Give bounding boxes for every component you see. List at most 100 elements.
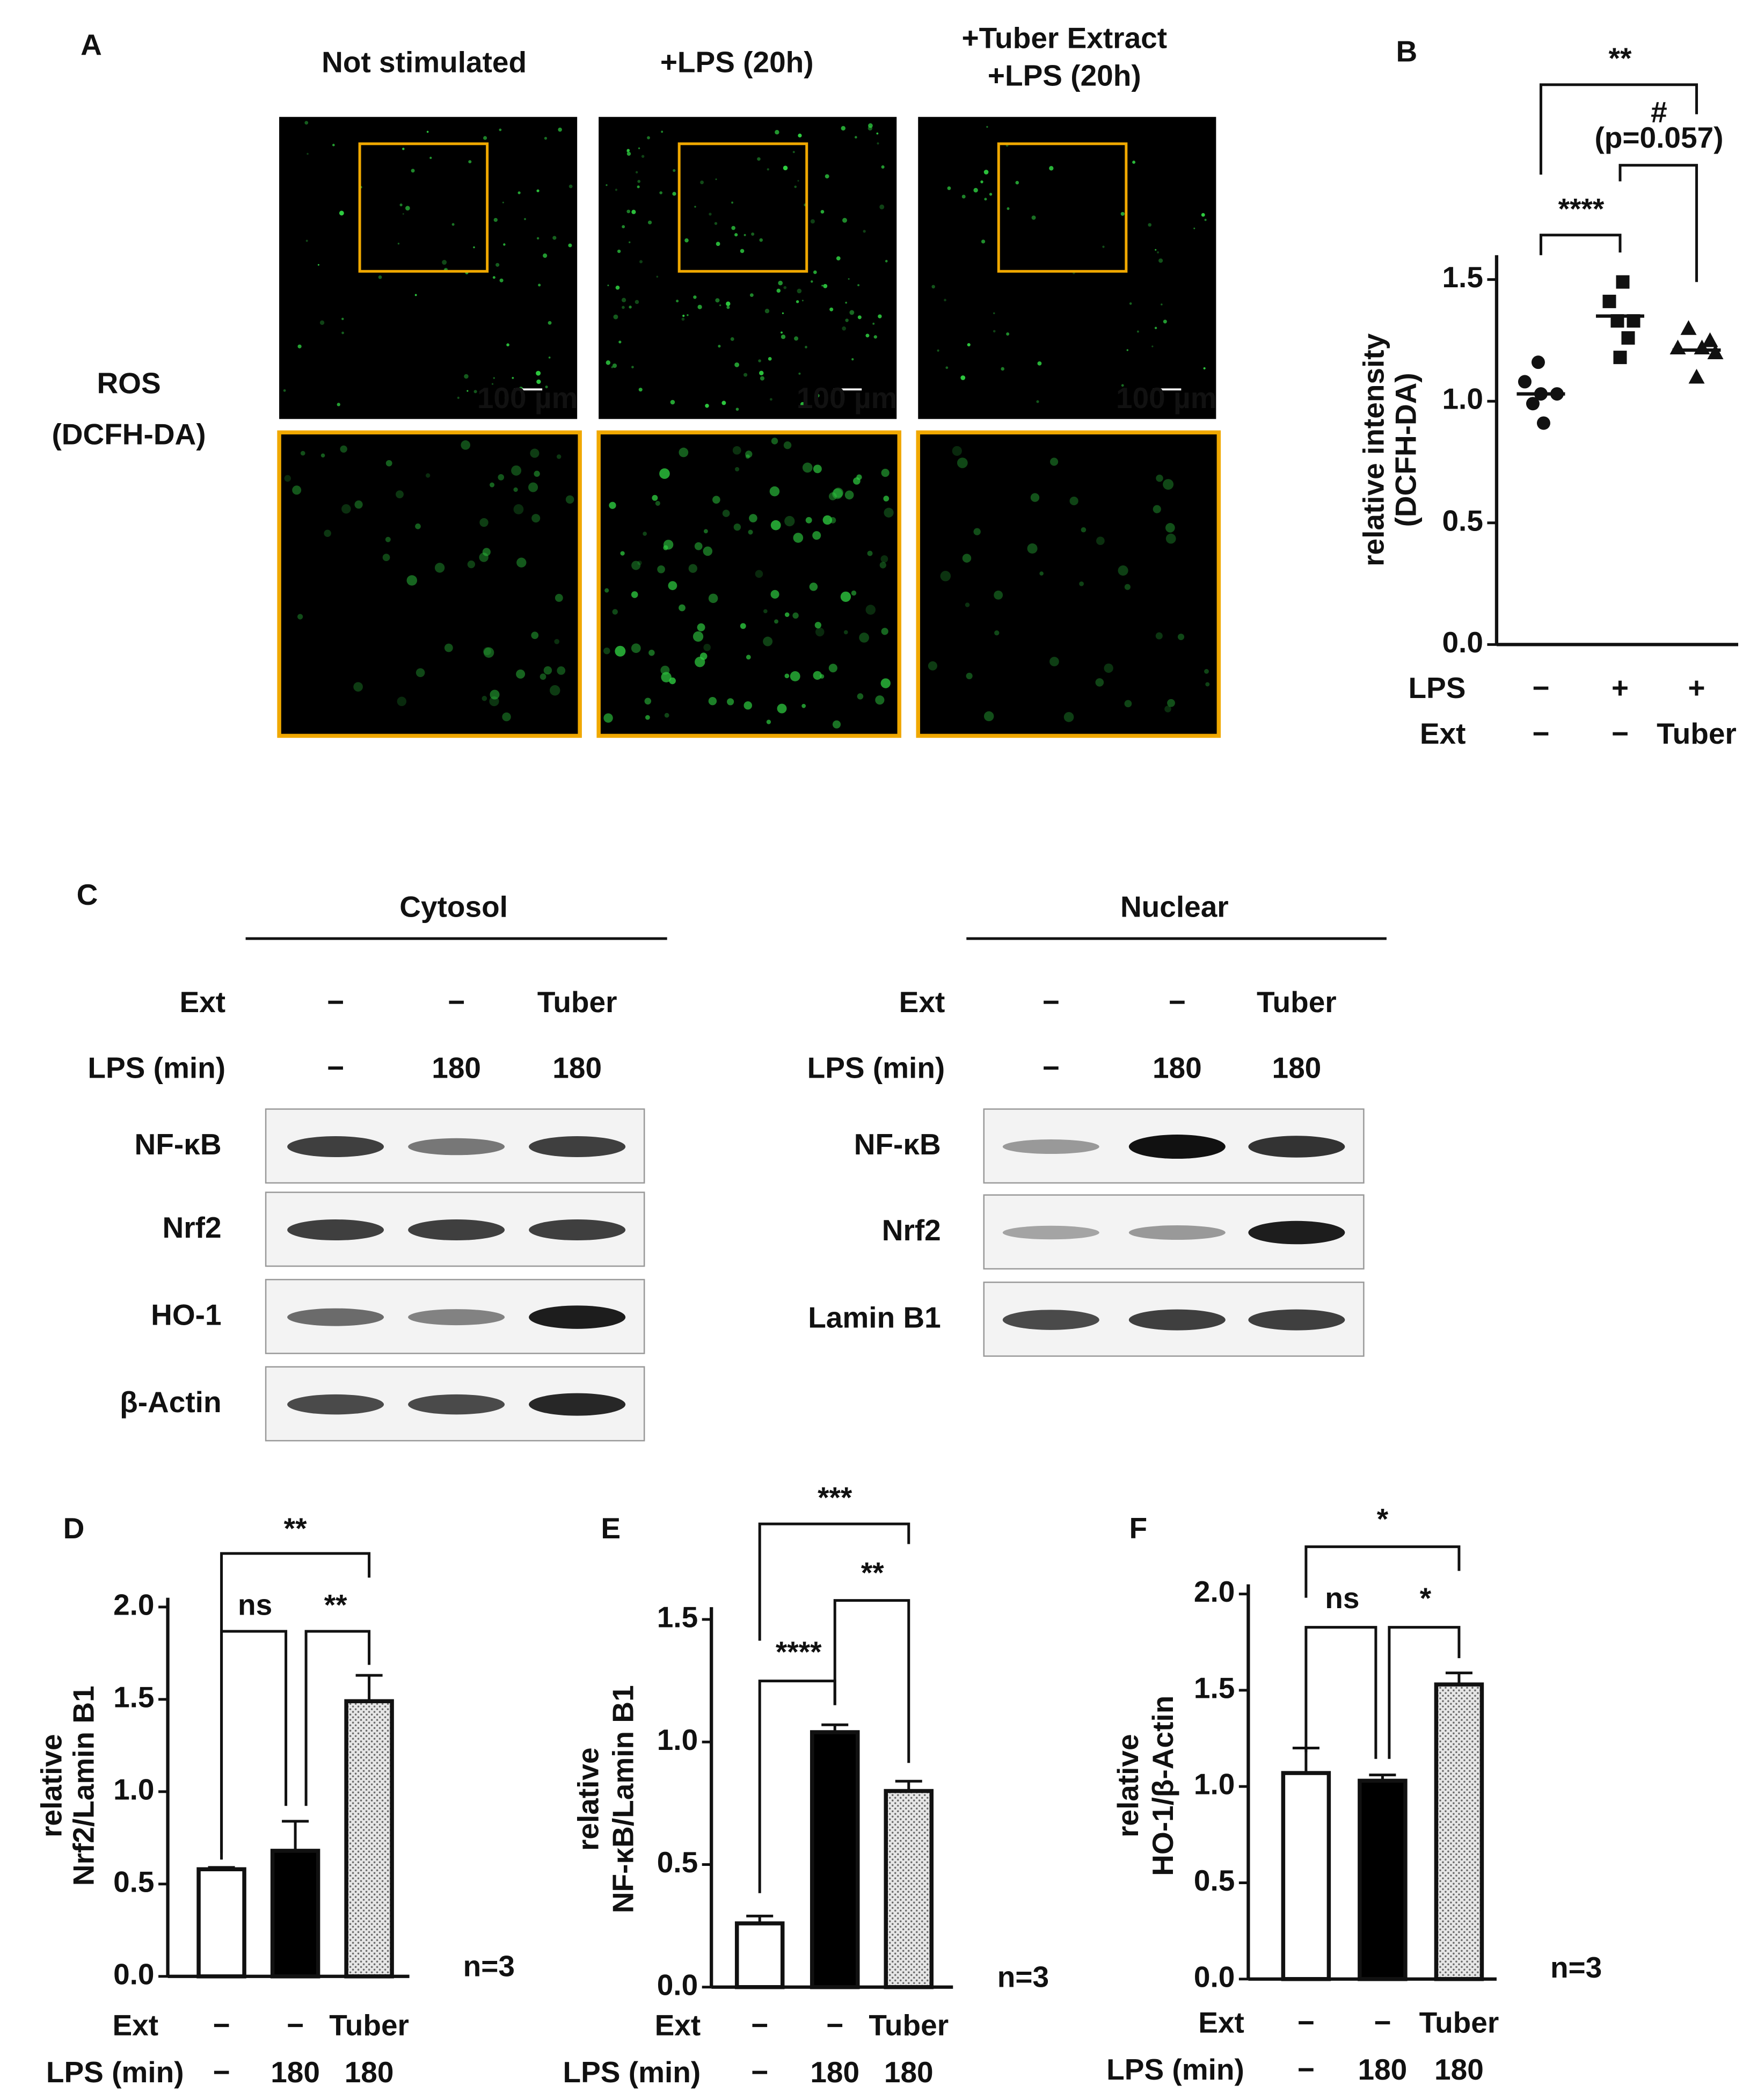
cell-signal xyxy=(865,333,870,338)
cell-signal xyxy=(382,554,390,561)
data-point xyxy=(1627,314,1641,328)
band xyxy=(408,1309,505,1326)
cell-signal xyxy=(733,523,741,531)
data-point xyxy=(1613,351,1627,365)
cell-signal xyxy=(962,554,972,563)
cell-signal xyxy=(568,184,573,188)
micrograph-zoom xyxy=(596,430,902,738)
cell-signal xyxy=(745,450,753,458)
cell-signal xyxy=(751,232,755,236)
micrograph xyxy=(279,117,578,419)
cell-signal xyxy=(766,720,771,724)
cell-signal xyxy=(682,315,685,317)
band xyxy=(287,1394,384,1415)
cell-signal xyxy=(659,191,663,194)
cell-signal xyxy=(947,186,951,190)
blot-label: Lamin B1 xyxy=(808,1301,941,1334)
cell-signal xyxy=(881,468,890,477)
cell-signal xyxy=(1163,479,1174,490)
cell-signal xyxy=(705,404,709,408)
cell-signal xyxy=(769,398,772,401)
cell-signal xyxy=(340,445,347,453)
cell-signal xyxy=(631,366,634,368)
cell-signal xyxy=(568,243,572,248)
panel-label: D xyxy=(63,1512,85,1545)
cell-signal xyxy=(719,304,721,307)
band xyxy=(408,1394,505,1415)
cell-signal xyxy=(622,306,625,309)
row-value: + xyxy=(1688,671,1705,704)
cell-signal xyxy=(1015,180,1019,185)
cell-signal xyxy=(492,276,495,279)
cell-signal xyxy=(880,555,888,563)
cell-signal xyxy=(655,500,660,506)
cell-signal xyxy=(339,210,344,216)
cell-signal xyxy=(1165,533,1176,544)
band xyxy=(1002,1139,1099,1154)
cell-signal xyxy=(434,563,445,573)
cell-signal xyxy=(638,388,643,392)
significance-label: ns xyxy=(238,1588,272,1622)
blot-label: Nrf2 xyxy=(163,1211,222,1244)
cell-signal xyxy=(748,529,753,535)
cell-signal xyxy=(798,372,801,375)
column-title: +LPS (20h) xyxy=(988,59,1141,92)
cell-signal xyxy=(483,647,494,658)
cell-signal xyxy=(378,275,382,279)
cell-signal xyxy=(466,390,469,392)
cell-signal xyxy=(727,698,734,706)
cell-signal xyxy=(694,542,703,550)
band xyxy=(1128,1309,1226,1331)
band xyxy=(1248,1220,1345,1245)
cell-signal xyxy=(612,363,617,368)
cell-signal xyxy=(406,575,418,586)
cell-signal xyxy=(816,394,820,398)
cell-signal xyxy=(385,536,391,542)
band xyxy=(1248,1136,1345,1158)
bar xyxy=(884,1789,934,1989)
cell-signal xyxy=(1120,212,1125,216)
cell-signal xyxy=(878,314,882,318)
cell-signal xyxy=(794,336,799,341)
cell-signal xyxy=(880,678,891,688)
cell-signal xyxy=(502,712,511,722)
cell-signal xyxy=(512,377,514,379)
cell-signal xyxy=(873,335,877,339)
cell-signal xyxy=(415,523,421,529)
significance-label: ** xyxy=(861,1556,884,1589)
cell-signal xyxy=(647,220,652,224)
cell-signal xyxy=(536,237,540,240)
section-title: Cytosol xyxy=(399,890,508,923)
cell-signal xyxy=(1102,245,1105,248)
cell-signal xyxy=(426,473,431,478)
cell-signal xyxy=(867,550,873,556)
row-value: Tuber xyxy=(1657,717,1737,750)
significance-bracket xyxy=(1619,164,1698,282)
cell-signal xyxy=(638,147,640,149)
cell-signal xyxy=(875,695,885,705)
cell-signal xyxy=(631,209,636,214)
cell-signal xyxy=(615,645,626,657)
cell-signal xyxy=(740,623,746,629)
cell-signal xyxy=(743,373,748,377)
significance-label: * xyxy=(1377,1502,1389,1536)
cell-signal xyxy=(740,249,745,253)
significance-bracket xyxy=(1388,1626,1461,1759)
cell-signal xyxy=(708,593,718,604)
band xyxy=(287,1219,384,1241)
cell-signal xyxy=(491,383,494,385)
cell-signal xyxy=(479,518,489,527)
cell-signal xyxy=(663,540,674,550)
cell-signal xyxy=(805,346,807,348)
panel-label: E xyxy=(601,1512,621,1545)
cell-signal xyxy=(1161,303,1163,306)
cell-signal xyxy=(1156,474,1163,482)
y-axis-label: relative intensity xyxy=(1357,333,1390,566)
cell-signal xyxy=(714,222,718,225)
cell-signal xyxy=(757,157,761,161)
cell-signal xyxy=(845,318,849,322)
cell-signal xyxy=(297,614,303,620)
row-value: 180 xyxy=(271,2055,320,2089)
significance-label: *** xyxy=(818,1481,852,1514)
